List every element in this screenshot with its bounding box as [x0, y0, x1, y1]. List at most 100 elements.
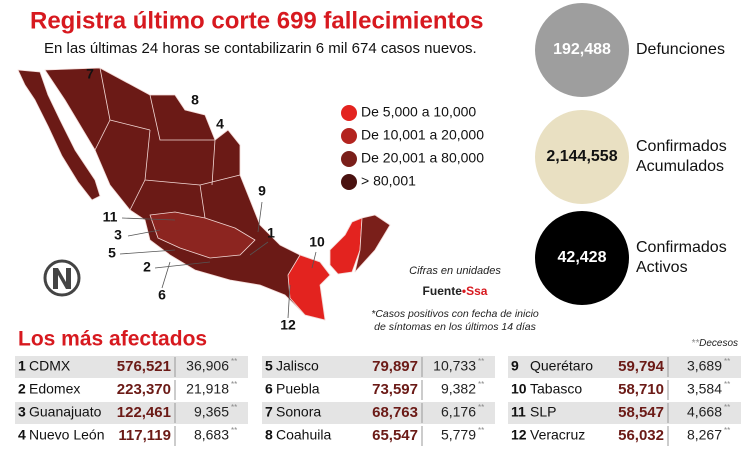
rank: 3	[18, 404, 26, 420]
stat-label: Confirmados	[636, 239, 727, 256]
cases: 79,897	[372, 358, 418, 375]
rank: 10	[511, 381, 527, 397]
region-quintana-roo	[354, 214, 391, 273]
deaths: 10,733	[433, 358, 476, 374]
marker: **	[478, 380, 484, 389]
rank: 1	[18, 358, 26, 374]
legend-swatch	[341, 151, 357, 167]
state: Puebla	[276, 381, 320, 397]
table-title: Los más afectados	[18, 328, 207, 351]
state: Guanajuato	[29, 404, 102, 420]
map-label: 4	[216, 116, 224, 132]
footnote: *Casos positivos con fecha de inicio	[371, 308, 539, 320]
stat-value: 192,488	[553, 41, 611, 58]
cases: 58,710	[618, 381, 664, 398]
row-stripe	[508, 356, 741, 378]
map-label: 9	[258, 183, 266, 199]
state: SLP	[530, 404, 556, 420]
cases: 73,597	[372, 381, 418, 398]
map-label: 6	[158, 287, 166, 303]
state: Querétaro	[530, 358, 593, 374]
deaths-note: **Decesos	[691, 338, 738, 349]
rank: 7	[265, 404, 273, 420]
title: Registra último corte 699 fallecimientos	[30, 7, 483, 34]
stat-circle	[535, 211, 629, 305]
leader	[287, 284, 291, 319]
state: Veracruz	[530, 427, 585, 443]
rank: 2	[18, 381, 26, 397]
state: Sonora	[276, 404, 321, 420]
map-label: 8	[191, 92, 199, 108]
units-note: Cifras en unidades	[409, 265, 501, 277]
cases: 223,370	[117, 381, 171, 398]
leader	[311, 251, 317, 269]
deaths: 3,584	[687, 381, 722, 397]
map-label: 7	[86, 66, 94, 82]
cases: 65,547	[372, 427, 418, 444]
leader	[121, 217, 176, 221]
stat-label: Acumulados	[636, 158, 724, 175]
legend-label: De 20,001 a 80,000	[361, 150, 484, 166]
cases: 59,794	[618, 358, 665, 375]
cases: 117,119	[118, 427, 171, 444]
leader	[161, 261, 171, 289]
deaths: 9,382	[441, 381, 476, 397]
rank: 5	[265, 358, 273, 374]
leader	[257, 201, 263, 233]
legend-label: De 5,000 a 10,000	[361, 104, 476, 120]
marker: **	[724, 426, 730, 435]
stat-label: Activos	[636, 259, 688, 276]
logo-letter	[53, 268, 71, 289]
row-stripe	[15, 402, 248, 424]
region-southeast	[287, 254, 331, 321]
map-label: 2	[143, 259, 151, 275]
cases: 58,547	[618, 404, 664, 421]
map-label: 1	[267, 225, 275, 241]
marker: **	[478, 403, 484, 412]
rank: 4	[18, 427, 26, 443]
map-leaders	[119, 201, 317, 319]
marker: **	[478, 357, 484, 366]
source-separator: •	[462, 284, 466, 298]
marker: **	[691, 338, 700, 349]
deaths: 6,176	[441, 404, 476, 420]
map-label: 3	[114, 227, 122, 243]
map-label: 12	[280, 317, 296, 333]
table: 1 CDMX 576,521 36,906 **2 Edomex 223,370 21,918…	[15, 356, 741, 446]
stat-circle	[535, 110, 629, 204]
leader	[127, 229, 161, 237]
marker: **	[231, 380, 237, 389]
legend-swatch	[341, 128, 357, 144]
rank: 12	[511, 427, 527, 443]
marker: **	[231, 426, 237, 435]
legend: De 5,000 a 10,000 De 10,001 a 20,000 De 20…	[341, 104, 484, 190]
leader	[154, 261, 211, 269]
marker: **	[478, 426, 484, 435]
deaths: 9,365	[194, 404, 229, 420]
cases: 576,521	[117, 358, 171, 375]
map-label: 11	[103, 209, 118, 225]
state-borders	[94, 67, 241, 219]
deaths-label: Decesos	[699, 338, 738, 349]
row-stripe	[15, 356, 248, 378]
map-label: 5	[108, 245, 116, 261]
rank: 9	[511, 358, 519, 374]
marker: **	[724, 357, 730, 366]
state: Coahuila	[276, 427, 331, 443]
state: Tabasco	[530, 381, 582, 397]
source: Fuente•Ssa	[423, 284, 488, 298]
map	[17, 67, 391, 321]
legend-swatch	[341, 174, 357, 190]
logo	[43, 259, 81, 297]
source-name: Ssa	[466, 284, 488, 298]
state: CDMX	[29, 358, 71, 374]
marker: **	[724, 403, 730, 412]
legend-label: De 10,001 a 20,000	[361, 127, 484, 143]
marker: **	[724, 380, 730, 389]
deaths: 36,906	[186, 358, 229, 374]
deaths: 4,668	[687, 404, 722, 420]
deaths: 8,683	[194, 427, 229, 443]
rank: 8	[265, 427, 273, 443]
rank: 11	[511, 404, 526, 420]
